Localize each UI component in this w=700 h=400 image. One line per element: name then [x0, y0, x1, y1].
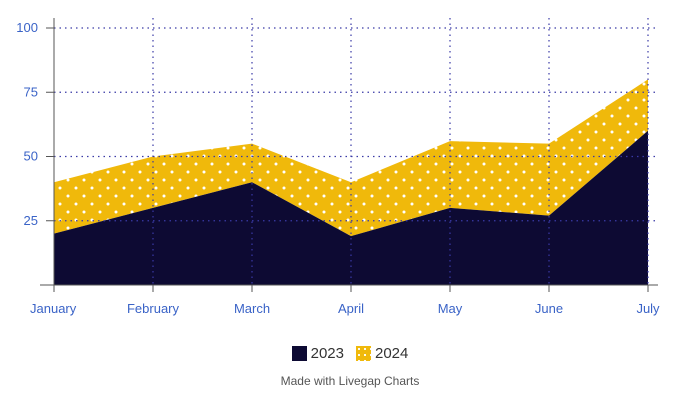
x-tick-label-july: July [636, 301, 660, 316]
legend-label-2023: 2023 [310, 345, 344, 362]
legend-swatch-2023 [291, 346, 307, 361]
y-tick-label-100: 100 [16, 20, 38, 35]
legend: 2023 2024 [0, 345, 700, 362]
x-tick-label-march: March [234, 301, 270, 316]
x-tick-label-april: April [338, 301, 364, 316]
area-chart: 25 50 75 100 January February March April May Jun… [16, 18, 660, 316]
y-tick-label-50: 50 [24, 149, 38, 164]
legend-swatch-2024 [356, 346, 371, 361]
x-tick-label-june: June [535, 301, 563, 316]
x-tick-label-february: February [127, 301, 180, 316]
x-tick-label-january: January [30, 301, 77, 316]
legend-label-2024: 2024 [375, 345, 409, 362]
legend-item-2024[interactable]: 2024 [356, 345, 408, 362]
series-area-2023 [54, 130, 648, 285]
y-tick-label-25: 25 [24, 213, 38, 228]
credit-text: Made with Livegap Charts [280, 374, 420, 388]
legend-item-2023[interactable]: 2023 [291, 345, 344, 362]
series-area-2024 [54, 79, 648, 237]
y-tick-label-75: 75 [24, 84, 38, 99]
x-tick-label-may: May [438, 301, 463, 316]
